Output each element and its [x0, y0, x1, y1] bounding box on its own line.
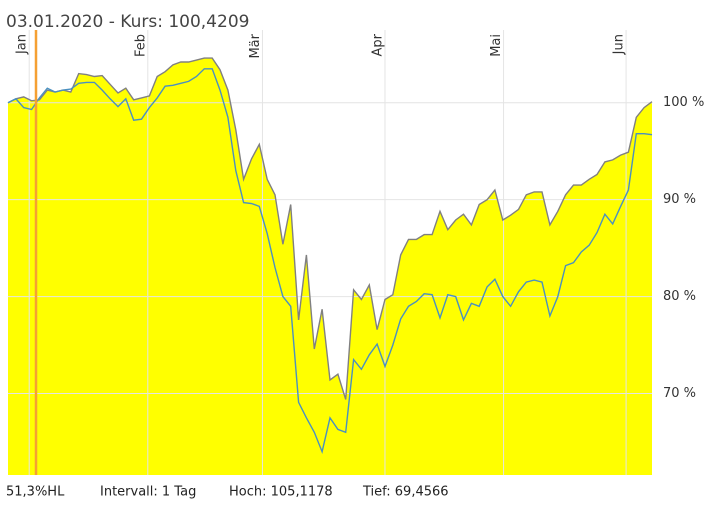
chart-title: 03.01.2020 - Kurs: 100,4209	[6, 12, 249, 32]
y-tick-label: 70 %	[663, 386, 696, 401]
y-tick-label: 90 %	[663, 192, 696, 207]
footer-item: Intervall: 1 Tag	[100, 485, 196, 500]
footer-item: 51,3%HL	[6, 485, 65, 500]
area	[8, 58, 652, 475]
y-tick-label: 100 %	[663, 95, 704, 110]
y-tick-label: 80 %	[663, 289, 696, 304]
x-tick-label: Apr	[370, 33, 385, 56]
x-tick-label: Jun	[612, 34, 627, 55]
series-line	[7, 57, 653, 400]
x-tick-label: Feb	[133, 34, 148, 57]
x-tick-label: Mai	[489, 34, 504, 57]
plot-area: 70 % 80 % 90 % 100 % Jan Feb Mär Apr Mai Jun	[7, 30, 704, 475]
x-tick-label: Jan	[15, 34, 30, 55]
footer-item: Hoch: 105,1178	[229, 485, 333, 500]
x-tick-label: Mär	[248, 33, 263, 58]
footer-item: Tief: 69,4566	[362, 485, 449, 500]
series-line	[7, 68, 653, 455]
